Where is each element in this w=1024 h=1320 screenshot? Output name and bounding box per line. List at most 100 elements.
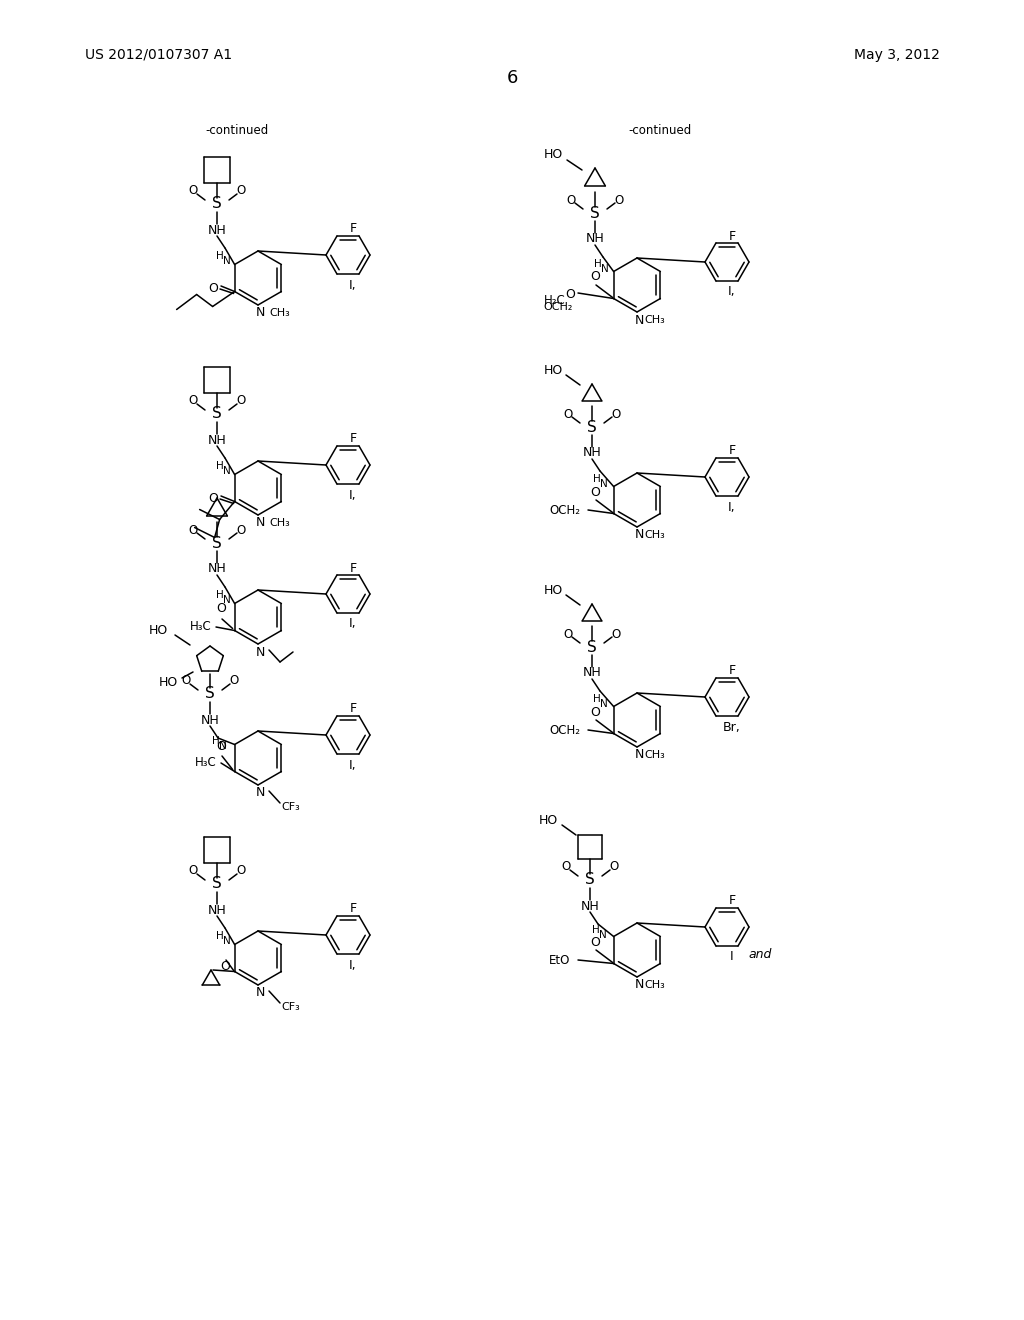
Text: OCH₂: OCH₂ bbox=[544, 302, 572, 312]
Text: N: N bbox=[634, 314, 644, 326]
Text: S: S bbox=[587, 420, 597, 434]
Text: S: S bbox=[212, 197, 222, 211]
Text: I,: I, bbox=[349, 958, 356, 972]
Text: NH: NH bbox=[581, 899, 599, 912]
Text: HO: HO bbox=[544, 149, 562, 161]
Text: H₂C: H₂C bbox=[544, 293, 566, 306]
Text: O: O bbox=[188, 524, 198, 536]
Text: CH₃: CH₃ bbox=[269, 517, 291, 528]
Text: O: O bbox=[188, 185, 198, 198]
Text: O: O bbox=[590, 486, 600, 499]
Text: NH: NH bbox=[208, 903, 226, 916]
Text: N: N bbox=[223, 466, 230, 477]
Text: N: N bbox=[219, 742, 227, 751]
Text: O: O bbox=[566, 194, 575, 206]
Text: CF₃: CF₃ bbox=[282, 1002, 300, 1012]
Text: HO: HO bbox=[544, 583, 562, 597]
Text: S: S bbox=[585, 873, 595, 887]
Text: H: H bbox=[212, 737, 220, 746]
Text: O: O bbox=[563, 408, 572, 421]
Text: O: O bbox=[237, 524, 246, 536]
Text: S: S bbox=[212, 407, 222, 421]
Text: F: F bbox=[728, 445, 735, 458]
Text: O: O bbox=[229, 675, 239, 688]
Text: HO: HO bbox=[148, 623, 168, 636]
Text: -continued: -continued bbox=[206, 124, 268, 136]
Text: H: H bbox=[216, 461, 223, 471]
Text: O: O bbox=[181, 675, 190, 688]
Text: NH: NH bbox=[201, 714, 219, 726]
Text: NH: NH bbox=[586, 232, 604, 246]
Text: O: O bbox=[563, 627, 572, 640]
Text: O: O bbox=[237, 865, 246, 878]
Text: O: O bbox=[609, 861, 618, 874]
Text: Br,: Br, bbox=[723, 721, 741, 734]
Text: I,: I, bbox=[728, 285, 736, 298]
Text: S: S bbox=[587, 639, 597, 655]
Text: N: N bbox=[599, 931, 606, 940]
Text: N: N bbox=[601, 264, 609, 275]
Text: O: O bbox=[590, 705, 600, 718]
Text: CH₃: CH₃ bbox=[645, 315, 666, 325]
Text: H: H bbox=[592, 925, 600, 936]
Text: F: F bbox=[349, 223, 356, 235]
Text: CH₃: CH₃ bbox=[645, 750, 666, 760]
Text: I,: I, bbox=[349, 279, 356, 292]
Text: I,: I, bbox=[349, 618, 356, 631]
Text: O: O bbox=[237, 185, 246, 198]
Text: H₃C: H₃C bbox=[196, 756, 217, 770]
Text: F: F bbox=[728, 664, 735, 677]
Text: O: O bbox=[208, 281, 218, 294]
Text: N: N bbox=[634, 748, 644, 762]
Text: May 3, 2012: May 3, 2012 bbox=[854, 48, 940, 62]
Text: O: O bbox=[188, 395, 198, 408]
Text: EtO: EtO bbox=[549, 953, 570, 966]
Text: US 2012/0107307 A1: US 2012/0107307 A1 bbox=[85, 48, 232, 62]
Text: O: O bbox=[237, 395, 246, 408]
Text: O: O bbox=[614, 194, 624, 206]
Text: N: N bbox=[255, 306, 264, 319]
Text: H: H bbox=[593, 474, 601, 483]
Text: I,: I, bbox=[728, 500, 736, 513]
Text: N: N bbox=[600, 698, 607, 709]
Text: O: O bbox=[590, 936, 600, 949]
Text: O: O bbox=[208, 491, 218, 504]
Text: NH: NH bbox=[208, 223, 226, 236]
Text: S: S bbox=[212, 536, 222, 550]
Text: 6: 6 bbox=[506, 69, 518, 87]
Text: H: H bbox=[593, 694, 601, 704]
Text: S: S bbox=[590, 206, 600, 220]
Text: CH₃: CH₃ bbox=[645, 979, 666, 990]
Text: N: N bbox=[255, 516, 264, 529]
Text: O: O bbox=[188, 865, 198, 878]
Text: N: N bbox=[223, 256, 230, 267]
Text: NH: NH bbox=[583, 446, 601, 459]
Text: H: H bbox=[216, 251, 223, 261]
Text: O: O bbox=[216, 739, 226, 752]
Text: F: F bbox=[349, 561, 356, 574]
Text: -continued: -continued bbox=[629, 124, 691, 136]
Text: NH: NH bbox=[583, 667, 601, 680]
Text: CH₃: CH₃ bbox=[269, 308, 291, 318]
Text: H₃C: H₃C bbox=[190, 620, 212, 634]
Text: I,: I, bbox=[349, 759, 356, 771]
Text: HO: HO bbox=[539, 813, 558, 826]
Text: HO: HO bbox=[159, 676, 177, 689]
Text: H: H bbox=[595, 259, 602, 269]
Text: O: O bbox=[611, 627, 621, 640]
Text: O: O bbox=[220, 960, 230, 973]
Text: I: I bbox=[730, 950, 734, 964]
Text: F: F bbox=[349, 903, 356, 916]
Text: OCH₂: OCH₂ bbox=[550, 723, 581, 737]
Text: and: and bbox=[749, 949, 772, 961]
Text: CF₃: CF₃ bbox=[282, 803, 300, 812]
Text: NH: NH bbox=[208, 562, 226, 576]
Text: O: O bbox=[216, 602, 226, 615]
Text: N: N bbox=[255, 787, 264, 800]
Text: HO: HO bbox=[544, 363, 562, 376]
Text: NH: NH bbox=[208, 433, 226, 446]
Text: N: N bbox=[634, 978, 644, 991]
Text: H: H bbox=[216, 590, 223, 601]
Text: O: O bbox=[611, 408, 621, 421]
Text: I,: I, bbox=[349, 488, 356, 502]
